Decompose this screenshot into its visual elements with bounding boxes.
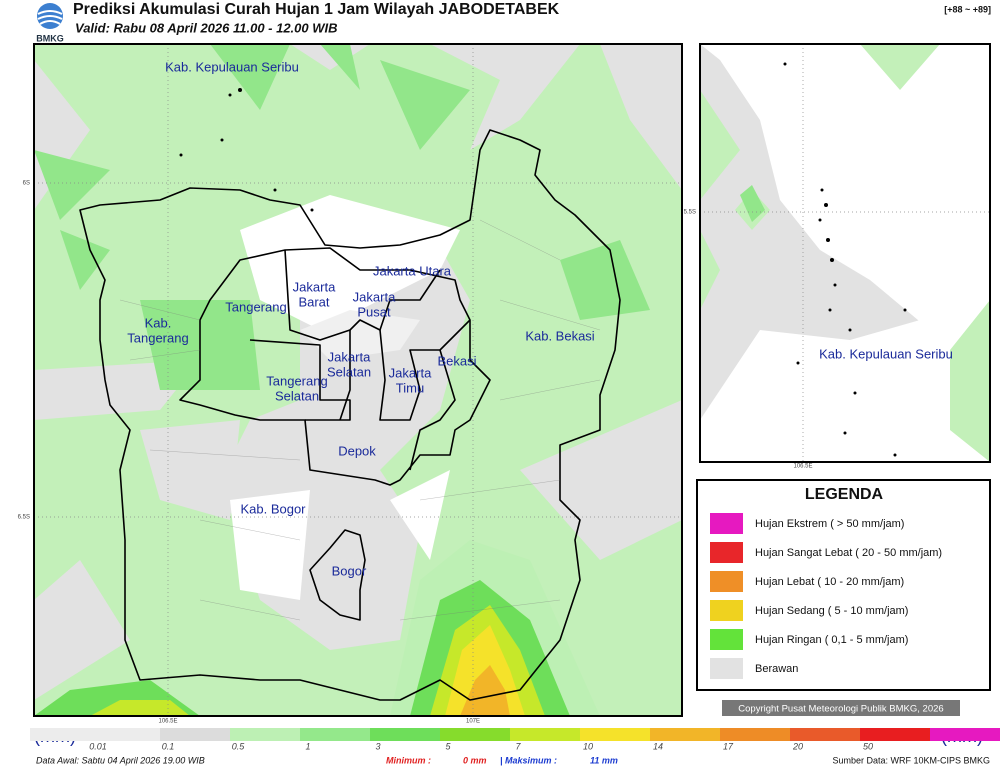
colorbar-segment xyxy=(580,728,650,741)
region-label: Jakarta xyxy=(293,279,336,294)
code: [+88 ~ +89] xyxy=(944,4,991,14)
colorbar-segment xyxy=(230,728,300,741)
region-label: Tangerang xyxy=(266,373,327,388)
colorbar-tick: 10 xyxy=(583,741,593,751)
min-label: Minimum : xyxy=(386,755,431,765)
colorbar-segment xyxy=(510,728,580,741)
legend-title: LEGENDA xyxy=(805,486,884,503)
colorbar-tick: 0.5 xyxy=(232,741,246,751)
region-label: Depok xyxy=(338,443,376,458)
inset-axis-label: 106.5E xyxy=(793,464,812,470)
colorbar-segment xyxy=(440,728,510,741)
max-label: | Maksimum : xyxy=(500,755,557,765)
region-label: Timu xyxy=(396,380,424,395)
inset-axis-label: 5.5S xyxy=(684,210,696,216)
colorbar-tick: 3 xyxy=(375,741,380,751)
region-label: Kab. Kepulauan Seribu xyxy=(165,59,299,74)
legend-swatch xyxy=(710,542,743,563)
legend-swatch xyxy=(710,600,743,621)
axis-label: 6S xyxy=(23,181,30,187)
legend-label: Hujan Sedang ( 5 - 10 mm/jam) xyxy=(755,605,908,617)
legend-swatch xyxy=(710,513,743,534)
logo-text: BMKG xyxy=(36,33,64,43)
legend-label: Hujan Ringan ( 0,1 - 5 mm/jam) xyxy=(755,634,908,646)
colorbar-tick: 0.1 xyxy=(162,741,175,751)
colorbar-segment xyxy=(30,728,160,741)
region-label: Bekasi xyxy=(437,353,476,368)
axis-label: 106.5E xyxy=(158,719,177,725)
max-value: 11 mm xyxy=(590,755,618,765)
inset-label: Kab. Kepulauan Seribu xyxy=(819,346,953,361)
region-label: Kab. xyxy=(145,315,172,330)
colorbar-tick: 1 xyxy=(305,741,310,751)
region-label: Bogor xyxy=(332,563,367,578)
colorbar-segment xyxy=(860,728,930,741)
legend-label: Berawan xyxy=(755,663,798,675)
colorbar-segment xyxy=(790,728,860,741)
legend-label: Hujan Lebat ( 10 - 20 mm/jam) xyxy=(755,576,904,588)
axis-label: 107E xyxy=(466,719,480,725)
region-label: Selatan xyxy=(275,388,319,403)
region-label: Selatan xyxy=(327,364,371,379)
colorbar-tick: 17 xyxy=(723,741,734,751)
islands xyxy=(179,88,314,212)
colorbar-segment xyxy=(300,728,370,741)
region-label: Jakarta xyxy=(353,289,396,304)
colorbar-segment xyxy=(720,728,790,741)
colorbar-tick: 50 xyxy=(863,741,873,751)
region-label: Tangerang xyxy=(225,299,286,314)
colorbar-tick: 20 xyxy=(792,741,803,751)
region-label: Barat xyxy=(298,294,329,309)
logo: BMKG xyxy=(36,3,64,43)
legend-label: Hujan Ekstrem ( > 50 mm/jam) xyxy=(755,518,904,530)
region-labels: Kab. Kepulauan Seribu Jakarta Utara Jakart… xyxy=(127,59,595,578)
legend-label: Hujan Sangat Lebat ( 20 - 50 mm/jam) xyxy=(755,547,942,559)
colorbar-tick: 5 xyxy=(445,741,451,751)
axis-label: 6.5S xyxy=(18,515,30,521)
main-map xyxy=(34,44,682,716)
region-label: Kab. Bekasi xyxy=(525,328,594,343)
colorbar-segment xyxy=(930,728,1000,741)
title: Prediksi Akumulasi Curah Hujan 1 Jam Wil… xyxy=(73,1,560,18)
region-label: Jakarta xyxy=(328,349,371,364)
inset-map xyxy=(700,44,990,462)
colorbar-tick: 14 xyxy=(653,741,663,751)
region-label: Pusat xyxy=(357,304,391,319)
colorbar-segment xyxy=(650,728,720,741)
legend-swatch xyxy=(710,571,743,592)
colorbar-segment xyxy=(160,728,230,741)
legend-box xyxy=(696,479,991,691)
colorbar-tick: 0.01 xyxy=(89,741,107,751)
copyright: Copyright Pusat Meteorologi Publik BMKG,… xyxy=(738,704,943,715)
region-label: Kab. Bogor xyxy=(240,501,306,516)
valid: Valid: Rabu 08 April 2026 11.00 - 12.00 … xyxy=(75,20,338,35)
colorbar-tick: 7 xyxy=(515,741,521,751)
legend-swatch xyxy=(710,658,743,679)
source: Sumber Data: WRF 10KM-CIPS BMKG xyxy=(832,755,990,765)
region-label: Jakarta xyxy=(389,365,432,380)
copyright-box xyxy=(722,700,960,716)
region-label: Tangerang xyxy=(127,330,188,345)
legend-items: Hujan Ekstrem ( > 50 mm/jam) Hujan Sangat… xyxy=(710,513,942,679)
data-awal: Data Awal: Sabtu 04 April 2026 19.00 WIB xyxy=(36,755,205,765)
legend-swatch xyxy=(710,629,743,650)
colorbar: 0.01 0.1 0.5 1 3 5 7 10 14 17 20 50 xyxy=(30,728,1000,751)
colorbar-segment xyxy=(370,728,440,741)
min-value: 0 mm xyxy=(463,755,487,765)
region-label: Jakarta Utara xyxy=(373,263,452,278)
